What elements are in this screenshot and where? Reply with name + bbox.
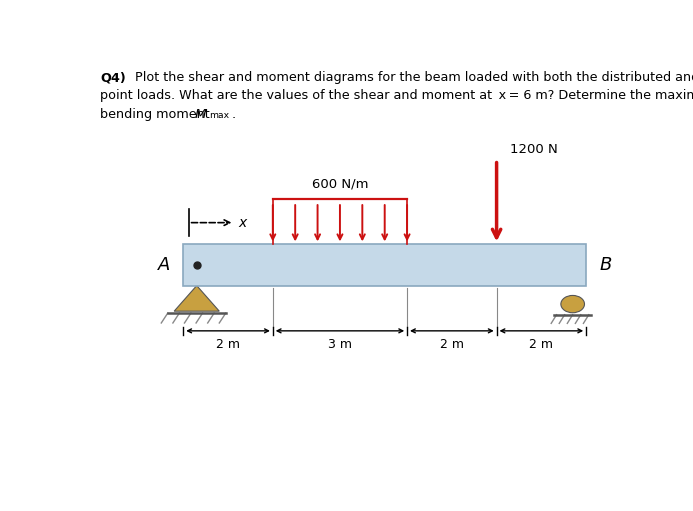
Circle shape [561, 295, 584, 313]
Text: Q4): Q4) [100, 71, 126, 84]
Bar [183, 244, 586, 286]
Text: $M$: $M$ [194, 108, 207, 121]
Text: A: A [157, 256, 170, 274]
Text: bending moment: bending moment [100, 108, 214, 121]
Text: .: . [231, 108, 236, 121]
Text: 2 m: 2 m [529, 338, 553, 351]
Text: Plot the shear and moment diagrams for the beam loaded with both the distributed: Plot the shear and moment diagrams for t… [131, 71, 693, 84]
Text: 2 m: 2 m [440, 338, 464, 351]
Text: $x$: $x$ [238, 216, 249, 229]
Text: max: max [209, 111, 229, 120]
Text: 2 m: 2 m [216, 338, 240, 351]
Text: 600 N/m: 600 N/m [312, 177, 368, 191]
Text: 3 m: 3 m [328, 338, 352, 351]
Text: point loads. What are the values of the shear and moment at  x = 6 m? Determine : point loads. What are the values of the … [100, 89, 693, 102]
Text: 1200 N: 1200 N [510, 143, 558, 156]
Text: B: B [599, 256, 612, 274]
Polygon shape [174, 286, 219, 311]
